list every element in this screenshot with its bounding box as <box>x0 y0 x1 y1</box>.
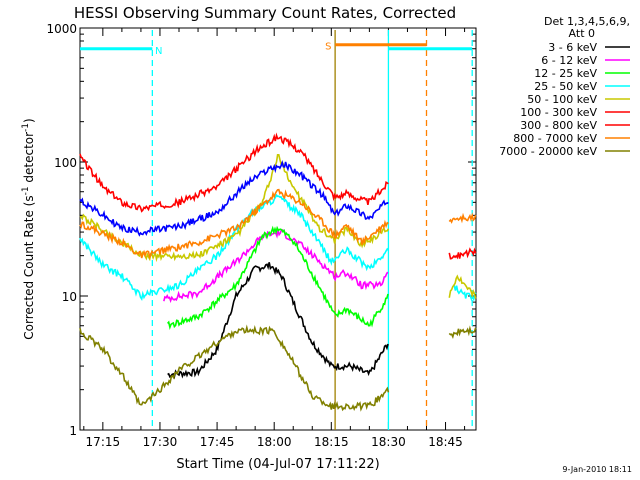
series-line <box>79 159 389 237</box>
y-label-main: Corrected Count Rate (s <box>22 195 36 339</box>
series-line <box>79 193 389 302</box>
tick-labels: 17:15 17:30 17:45 18:00 18:15 18:30 18:45 1 10 10… <box>46 22 462 449</box>
y-tick-label: 1000 <box>46 22 77 36</box>
y-label-end: ) <box>22 118 36 123</box>
x-tick-label: 17:45 <box>200 435 235 449</box>
legend-label: 6 - 12 keV <box>541 54 597 67</box>
y-tick-label: 100 <box>54 156 77 170</box>
x-tick-label: 17:30 <box>143 435 178 449</box>
x-axis-label: Start Time (04-Jul-07 17:11:22) <box>176 457 379 472</box>
legend-label: 12 - 25 keV <box>534 67 597 80</box>
footer-date: 9-Jan-2010 18:11 <box>562 465 632 474</box>
y-label-exp-1: -1 <box>21 186 31 195</box>
plot-frame <box>79 27 477 431</box>
legend-label: 3 - 6 keV <box>548 41 597 54</box>
x-tick-label: 18:00 <box>257 435 292 449</box>
y-tick-label: 1 <box>69 424 77 438</box>
y-label-exp-2: -1 <box>21 123 31 132</box>
series-line <box>448 247 477 260</box>
series-line <box>448 274 477 299</box>
series-line <box>79 132 389 213</box>
x-tick-label: 17:15 <box>86 435 121 449</box>
legend-label: 800 - 7000 keV <box>513 132 597 145</box>
legend-label: 25 - 50 keV <box>534 80 597 93</box>
series-line <box>167 225 389 331</box>
x-tick-label: 18:45 <box>428 435 463 449</box>
legend-label: 7000 - 20000 keV <box>499 145 597 158</box>
series-line <box>448 212 477 224</box>
marker-label: S <box>325 42 331 53</box>
axis-ticks <box>80 27 476 431</box>
marker-label: N <box>155 46 162 57</box>
x-tick-label: 18:30 <box>371 435 406 449</box>
series-line <box>79 324 390 412</box>
legend-title-line-2: Att 0 <box>569 27 595 40</box>
series-line <box>79 188 389 260</box>
legend-title-line-1: Det 1,3,4,5,6,9, <box>544 15 630 28</box>
y-tick-label: 10 <box>62 290 77 304</box>
series-lines <box>79 132 477 412</box>
y-label-mid: detector <box>22 132 36 187</box>
legend-label: 300 - 800 keV <box>520 119 597 132</box>
series-line <box>79 154 390 263</box>
legend-label: 50 - 100 keV <box>527 93 597 106</box>
chart-title: HESSI Observing Summary Count Rates, Cor… <box>74 4 456 22</box>
legend-label: 100 - 300 keV <box>520 106 597 119</box>
series-line <box>448 325 477 339</box>
x-tick-label: 18:15 <box>314 435 349 449</box>
series-line <box>167 262 389 380</box>
y-axis-label: Corrected Count Rate (s-1 detector-1) <box>21 118 36 339</box>
